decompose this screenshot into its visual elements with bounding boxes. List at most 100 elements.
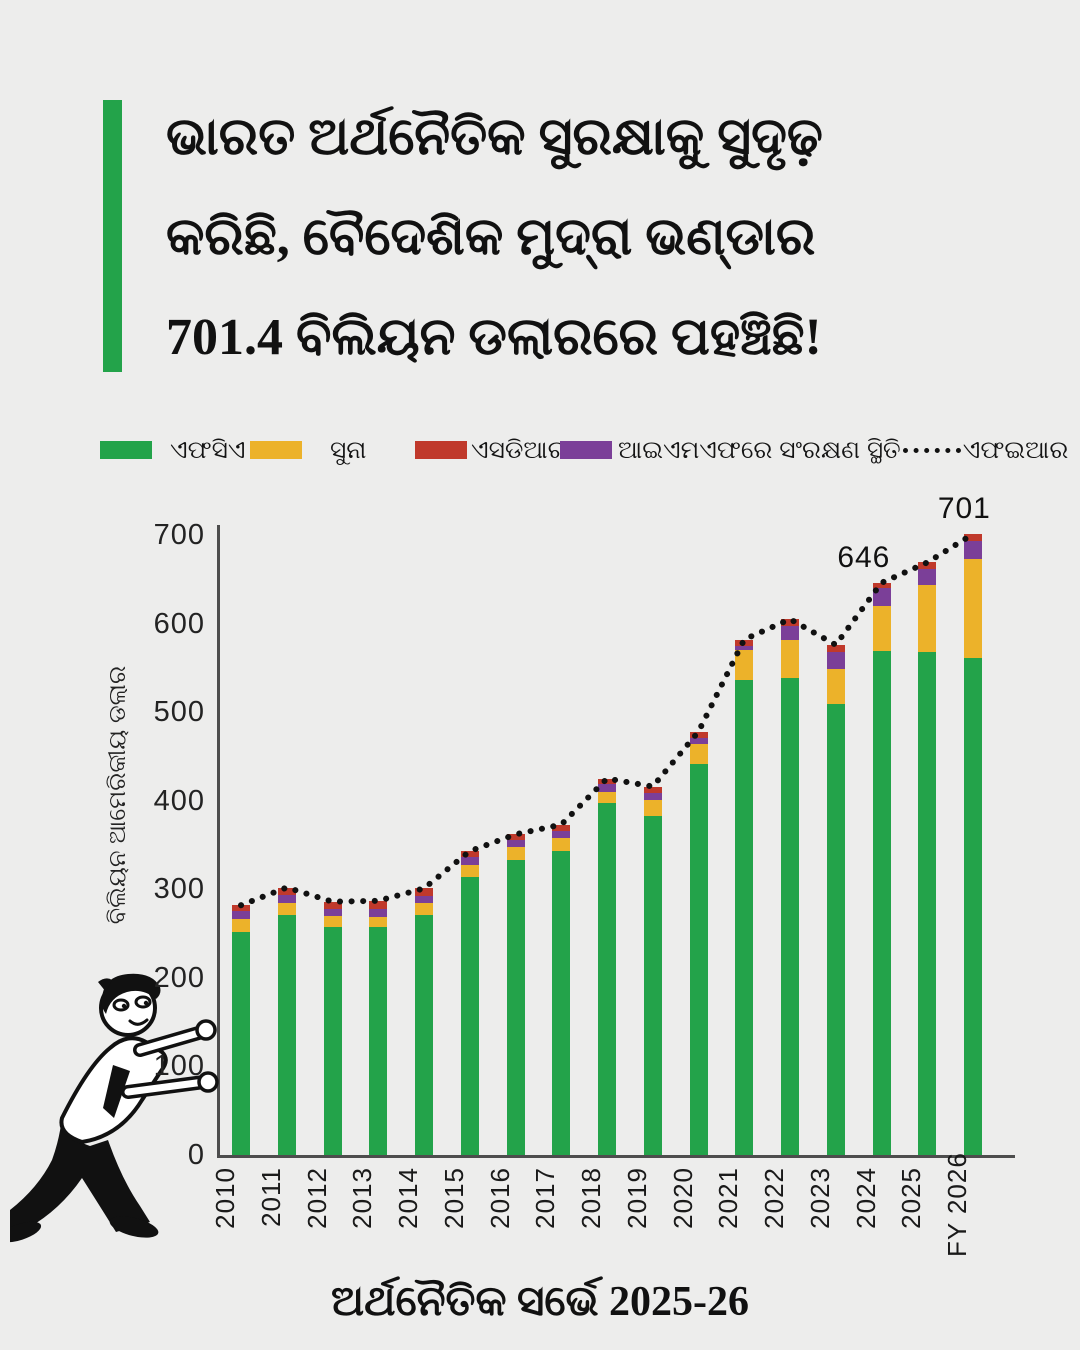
stacked-bar-2017 — [552, 824, 571, 1155]
legend-label: ସୁନା — [330, 435, 367, 464]
mascot-pants — [10, 1116, 150, 1236]
bar-segment — [506, 846, 525, 861]
bar-segment — [872, 605, 891, 652]
legend-label: ଏସଡିଆର — [471, 435, 567, 464]
stacked-bar-2015 — [460, 851, 479, 1155]
bar-segment — [689, 744, 708, 764]
legend-item-fca: ଏଫସିଏ — [100, 436, 245, 464]
stacked-bar-2016 — [506, 834, 525, 1155]
x-tick-2024: 2024 — [850, 1167, 881, 1229]
source-caption: ଅର୍ଥନୈତିକ ସର୍ଭେ 2025-26 — [331, 1279, 749, 1325]
x-tick-2014: 2014 — [393, 1167, 423, 1229]
bar-segment — [369, 926, 388, 1155]
stacked-bar-2011 — [277, 887, 296, 1155]
bar-segment — [552, 851, 571, 1155]
stacked-bar-2022 — [781, 619, 799, 1155]
imf-swatch — [560, 441, 612, 459]
bar-segment — [506, 839, 525, 847]
bar-segment — [232, 918, 250, 932]
bar-segment — [415, 903, 433, 915]
stacked-bar-2023 — [826, 644, 845, 1155]
bar-segment — [369, 908, 388, 917]
page-title: ଭାରତ ଅର୍ଥନୈତିକ ସୁରକ୍ଷାକୁ ସୁଦୃଢ଼ କରିଛି, ବ… — [166, 88, 996, 388]
y-tick-700: 700 — [153, 519, 205, 551]
y-tick-500: 500 — [153, 696, 205, 729]
bar-segment — [232, 931, 250, 1155]
bar-segment — [552, 824, 571, 831]
mascot-pupil-right — [143, 1000, 149, 1006]
title-accent-bar — [103, 100, 122, 372]
bar-segment — [781, 640, 799, 678]
x-tick-2025: 2025 — [896, 1167, 927, 1229]
bar-segment — [781, 677, 799, 1155]
x-tick-2015: 2015 — [438, 1167, 469, 1229]
y-tick-400: 400 — [153, 784, 205, 817]
x-tick-2013: 2013 — [347, 1167, 378, 1229]
bar-segment — [918, 568, 937, 585]
x-tick-2018: 2018 — [576, 1167, 606, 1229]
gold-swatch — [250, 441, 302, 459]
mascot-pupil-left — [121, 1003, 127, 1009]
bar-segment — [781, 619, 799, 627]
bar-segment — [415, 896, 433, 904]
x-tick-FY 2026: FY 2026 — [942, 1152, 972, 1257]
bar-segment — [323, 901, 342, 909]
bar-segment — [460, 851, 479, 858]
mascot-hand-lower — [197, 1071, 219, 1093]
bar-segment — [964, 541, 982, 559]
y-tick-200: 200 — [153, 961, 205, 994]
mascot-hair-spike — [98, 978, 112, 992]
bar-segment — [369, 916, 388, 927]
bar-segment — [323, 915, 342, 927]
value-annotation-646: 646 — [837, 540, 891, 574]
bar-segment — [872, 582, 891, 589]
stacked-bar-2012 — [323, 901, 342, 1155]
mascot-shoe-front — [109, 1216, 159, 1238]
bar-segment — [826, 704, 845, 1155]
bar-segment — [735, 650, 754, 681]
chart-legend: ଏଫସିଏ ସୁନା ଏସଡିଆର ଆଇଏମଏଫରେ ସଂରକ୍ଷଣ ସ୍ଥିତ… — [0, 436, 1080, 470]
stacked-bar-2013 — [369, 900, 388, 1155]
dotted-line-icon — [902, 447, 961, 453]
bar-segment — [826, 651, 845, 669]
x-tick-2016: 2016 — [484, 1167, 515, 1229]
pushing-man-illustration — [10, 973, 219, 1243]
bar-segment — [735, 680, 754, 1155]
mascot-shoe-back — [10, 1221, 42, 1243]
bar-segment — [918, 584, 937, 652]
x-tick-2019: 2019 — [621, 1167, 652, 1229]
mascot-hair — [101, 973, 161, 1014]
bar-segment — [552, 830, 571, 838]
title-line-1: ଭାରତ ଅର୍ଥନୈତିକ ସୁରକ୍ଷାକୁ ସୁଦୃଢ଼ — [166, 109, 823, 166]
bar-segment — [964, 658, 982, 1155]
bar-segment — [598, 783, 616, 792]
title-line-3: 701.4 ବିଲିୟନ ଡଲାରରେ ପହଞ୍ଚିଛି! — [166, 309, 822, 366]
legend-item-gold: ସୁନା — [250, 436, 366, 464]
mascot-smile — [128, 1018, 149, 1026]
title-line-2: କରିଛି, ବୈଦେଶିକ ମୁଦ୍ରା ଭଣ୍ଡାର — [166, 209, 816, 266]
plot-area — [217, 525, 1015, 1158]
bar-segment — [964, 558, 982, 659]
y-tick-0: 0 — [187, 1139, 205, 1171]
bar-segment — [369, 900, 388, 909]
stacked-bar-2019 — [643, 786, 662, 1155]
bar-segment — [323, 926, 342, 1155]
stacked-bar-2024 — [872, 582, 891, 1155]
bar-segment — [643, 799, 662, 816]
bar-segment — [277, 914, 296, 1155]
bar-segment — [323, 908, 342, 916]
bar-segment — [598, 791, 616, 804]
bar-segment — [826, 644, 845, 652]
stacked-bar-2021 — [735, 639, 754, 1155]
bar-segment — [506, 860, 525, 1155]
stacked-bar-FY 2026 — [964, 534, 982, 1155]
fer-dotted-line — [238, 531, 976, 909]
y-tick-100: 100 — [153, 1050, 205, 1083]
x-tick-2017: 2017 — [530, 1167, 561, 1229]
bar-segment — [598, 803, 616, 1155]
bar-segment — [826, 668, 845, 705]
legend-label: ଆଇଏମଏଫରେ ସଂରକ୍ଷଣ ସ୍ଥିତି — [618, 435, 901, 464]
x-tick-2011: 2011 — [255, 1167, 286, 1227]
y-tick-300: 300 — [153, 873, 205, 906]
